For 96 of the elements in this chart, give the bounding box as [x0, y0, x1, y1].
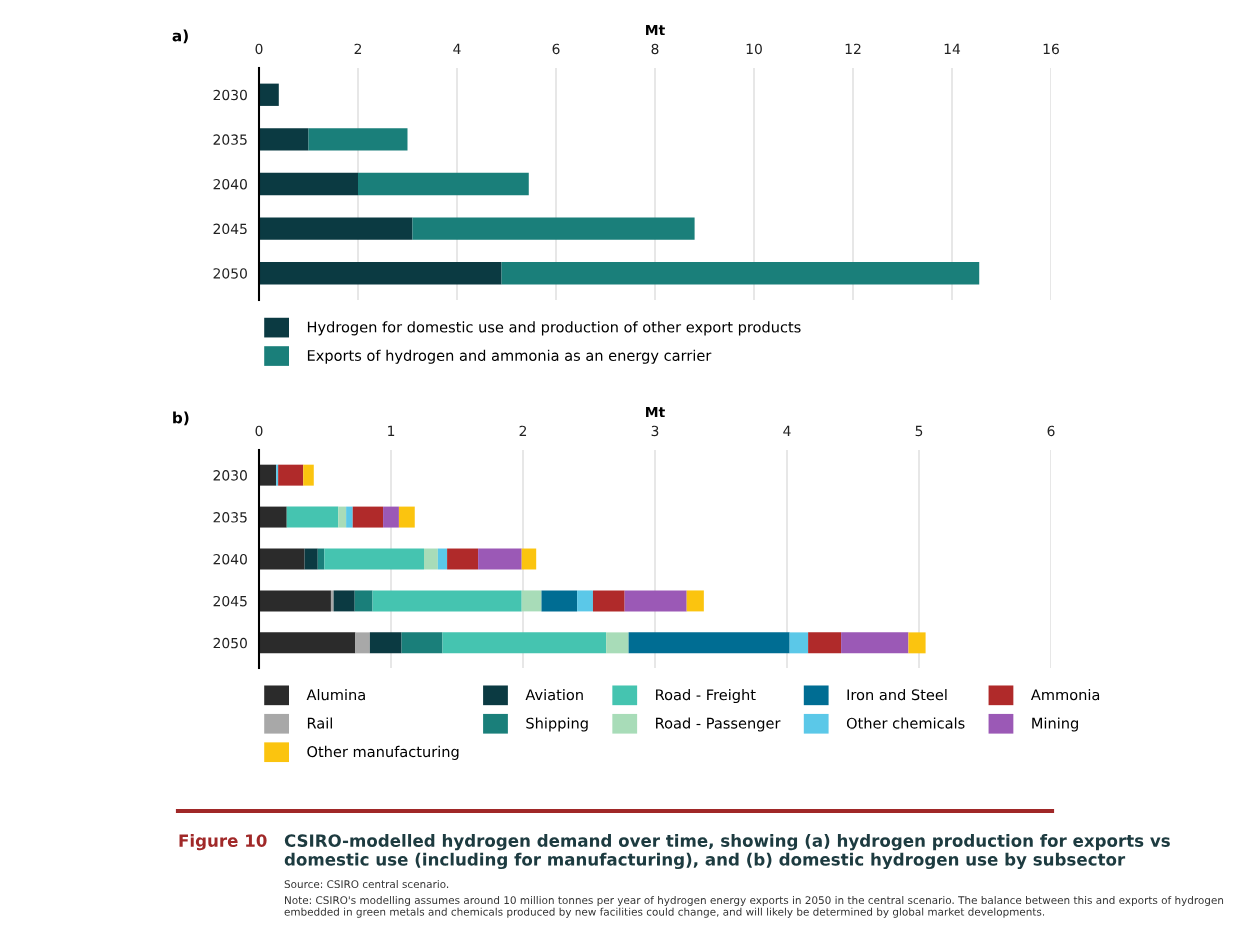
legend-label: Road - Freight — [656, 688, 756, 704]
bar — [442, 632, 607, 654]
bar — [259, 464, 277, 486]
legend-label: Other chemicals — [846, 717, 965, 729]
bar — [358, 172, 529, 196]
x-tick-label: 5 — [915, 425, 923, 437]
bar — [308, 128, 408, 151]
legend-label: Aviation — [525, 688, 583, 701]
bar — [521, 548, 537, 570]
x-tick-label: 10 — [746, 43, 762, 55]
legend-label: Other manufacturing — [307, 745, 459, 760]
bar — [259, 128, 309, 151]
bar — [521, 590, 542, 612]
bar — [624, 590, 687, 612]
bar — [352, 506, 384, 528]
x-tick-label: 16 — [1043, 43, 1059, 55]
bar — [437, 548, 448, 570]
bar — [398, 506, 415, 528]
bar — [501, 262, 980, 285]
bar — [789, 632, 809, 654]
bar — [330, 590, 334, 612]
bar — [424, 548, 438, 570]
legend-label: Mining — [1032, 717, 1078, 732]
bar — [447, 548, 479, 570]
y-tick-label: 2050 — [213, 268, 247, 279]
x-tick-label: 3 — [651, 425, 659, 437]
legend-label: Road - Passenger — [656, 717, 781, 732]
x-tick-label: 14 — [944, 43, 961, 54]
bar — [401, 632, 443, 654]
bar — [304, 548, 318, 570]
x-tick-label: 2 — [519, 425, 527, 436]
x-tick-label: 8 — [651, 43, 659, 55]
bar — [606, 632, 629, 654]
x-tick-label: 0 — [255, 43, 263, 55]
x-tick-label: 6 — [1047, 425, 1055, 437]
bar — [303, 464, 314, 486]
bar — [592, 590, 625, 612]
legend-label: Hydrogen for domestic use and production of other export products — [307, 321, 801, 336]
y-tick-label: 2040 — [213, 553, 247, 565]
y-tick-label: 2035 — [213, 134, 247, 145]
source-note: Source: CSIRO central scenario. — [284, 880, 449, 889]
bar — [333, 590, 355, 612]
bar — [478, 548, 522, 570]
bar — [346, 506, 353, 528]
legend-label: Alumina — [306, 688, 365, 701]
bar — [259, 506, 287, 528]
bar — [412, 217, 695, 240]
x-tick-label: 12 — [845, 43, 861, 54]
legend-label: Iron and Steel — [847, 688, 947, 701]
legend-label: Exports of hydrogen and ammonia as an energy carrier — [307, 349, 712, 364]
x-axis-title: Mt — [646, 24, 665, 36]
bar — [841, 632, 909, 654]
bar — [908, 632, 926, 654]
y-tick-label: 2045 — [213, 223, 247, 235]
y-tick-label: 2035 — [213, 512, 247, 523]
text: CSIRO-modelled hydrogen demand over time, showing (a) hydrogen production for exports vs domestic use (including for manufacturing), and (b) domestic hydrogen use by subsector — [284, 834, 1170, 870]
x-tick-label: 0 — [255, 425, 263, 437]
x-tick-label: 6 — [552, 43, 560, 55]
x-tick-label: 1 — [388, 425, 395, 436]
bar — [808, 632, 842, 654]
legend-label: Shipping — [526, 717, 588, 732]
bar — [259, 217, 413, 240]
legend-label: Rail — [307, 717, 332, 729]
bar — [355, 632, 370, 654]
bar — [383, 506, 399, 528]
caption: Figure 10 — [179, 834, 267, 851]
bar — [259, 262, 502, 285]
chart-title: a) — [172, 29, 188, 44]
text: Note: CSIRO's modelling assumes around 10 million tonnes per year of hydrogen energy exports in 2050 in the central scenario. The balance between this and exports of hydrogen embedded in green metals and chemicals produced by new facilities could change, and will likely be determined by global market developments. — [284, 896, 1224, 918]
y-tick-label: 2045 — [213, 595, 247, 607]
bar — [354, 590, 373, 612]
bar — [338, 506, 347, 528]
bar — [259, 83, 279, 106]
bar — [259, 590, 331, 612]
bar — [369, 632, 402, 654]
chart-title: b) — [173, 411, 189, 426]
bar — [278, 464, 304, 486]
y-tick-label: 2040 — [213, 178, 247, 190]
legend-label: Ammonia — [1030, 688, 1100, 701]
x-tick-label: 2 — [354, 43, 362, 54]
x-tick-label: 4 — [783, 425, 791, 436]
y-tick-label: 2030 — [213, 470, 247, 481]
x-axis-title: Mt — [646, 406, 665, 418]
bar — [259, 172, 358, 196]
bar — [259, 632, 356, 654]
bar — [324, 548, 424, 570]
bar — [686, 590, 704, 612]
bar — [577, 590, 593, 612]
x-tick-label: 4 — [453, 43, 461, 54]
y-tick-label: 2030 — [213, 89, 247, 101]
bar — [259, 548, 305, 570]
bar — [628, 632, 790, 654]
bar — [372, 590, 522, 612]
bar — [286, 506, 339, 528]
y-tick-label: 2050 — [213, 637, 247, 649]
bar — [541, 590, 578, 612]
